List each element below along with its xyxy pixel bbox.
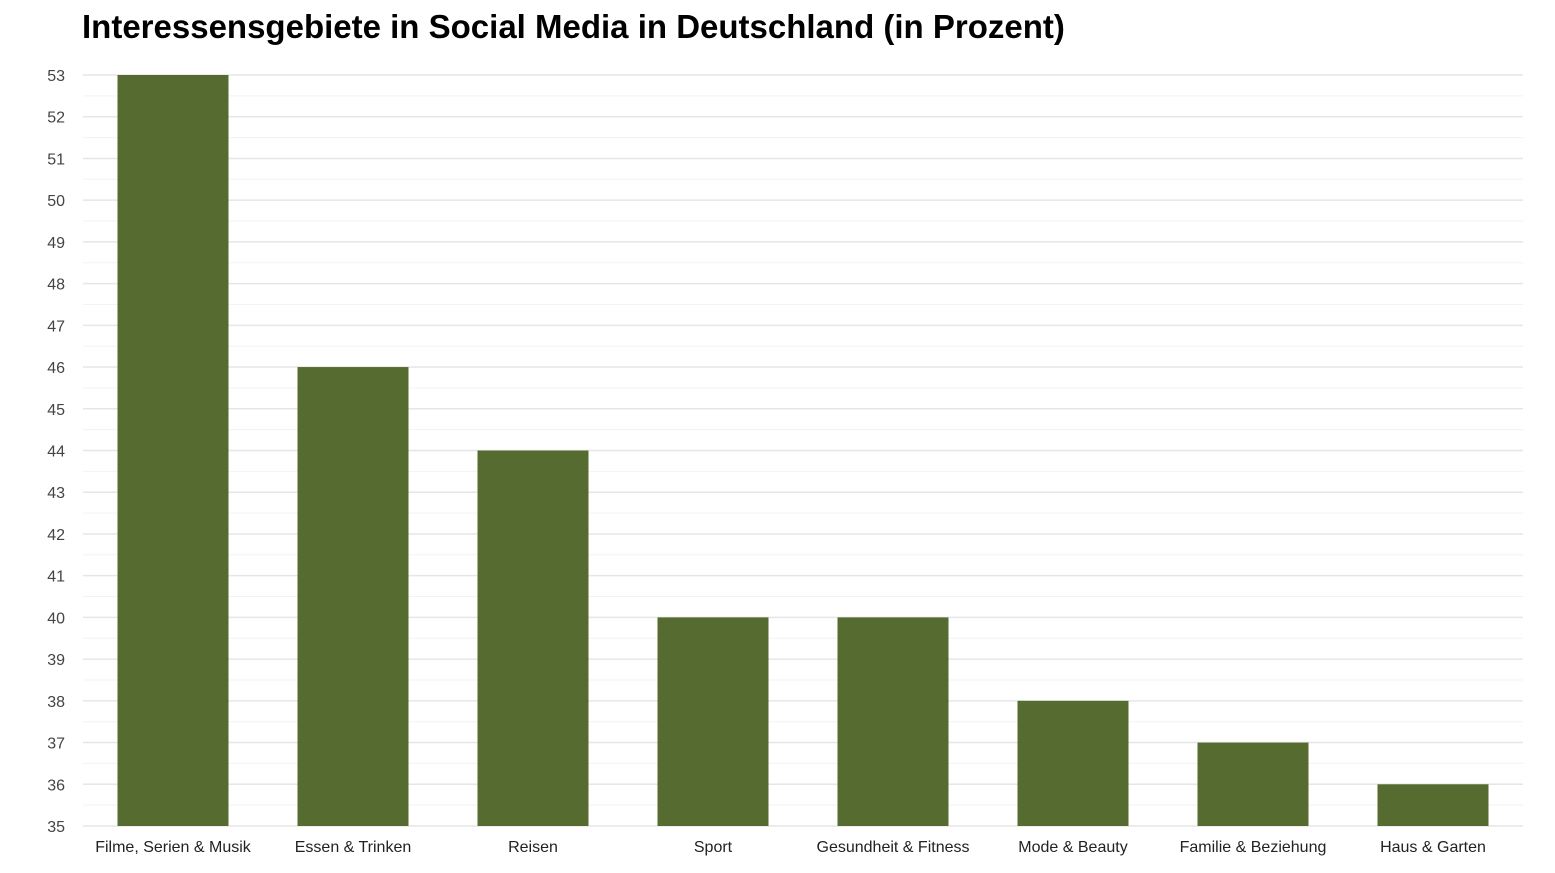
x-tick-label: Haus & Garten [1380,839,1486,856]
x-tick-label: Mode & Beauty [1018,839,1127,856]
y-tick-label: 50 [47,193,65,210]
x-tick-label: Essen & Trinken [295,839,412,856]
x-tick-label: Reisen [508,839,558,856]
y-tick-label: 39 [47,652,65,669]
x-tick-label: Sport [694,839,733,856]
y-tick-label: 52 [47,110,65,127]
y-tick-label: 51 [47,151,65,168]
x-tick-label: Filme, Serien & Musik [95,839,252,856]
y-tick-label: 53 [47,68,65,85]
y-tick-label: 48 [47,277,65,294]
bar-familie-beziehung [1197,742,1309,826]
chart-title: Interessensgebiete in Social Media in De… [82,8,1065,45]
y-tick-label: 37 [47,736,65,753]
y-tick-label: 36 [47,777,65,794]
bar-haus-garten [1377,784,1489,826]
y-tick-label: 38 [47,694,65,711]
bar-sport [657,617,769,826]
y-tick-label: 45 [47,402,65,419]
y-tick-label: 40 [47,610,65,627]
y-tick-label: 47 [47,318,65,335]
y-tick-label: 41 [47,569,65,586]
y-tick-label: 44 [47,444,65,461]
x-tick-label: Familie & Beziehung [1180,839,1327,856]
bar-mode-beauty [1017,700,1129,826]
y-tick-label: 46 [47,360,65,377]
y-tick-label: 35 [47,819,65,836]
y-tick-label: 42 [47,527,65,544]
x-tick-label: Gesundheit & Fitness [817,839,970,856]
bar-essen-trinken [297,367,409,826]
bar-filme-serien-musik [117,75,229,826]
y-tick-label: 49 [47,235,65,252]
bar-gesundheit-fitness [837,617,949,826]
y-tick-label: 43 [47,485,65,502]
bar-reisen [477,450,589,826]
